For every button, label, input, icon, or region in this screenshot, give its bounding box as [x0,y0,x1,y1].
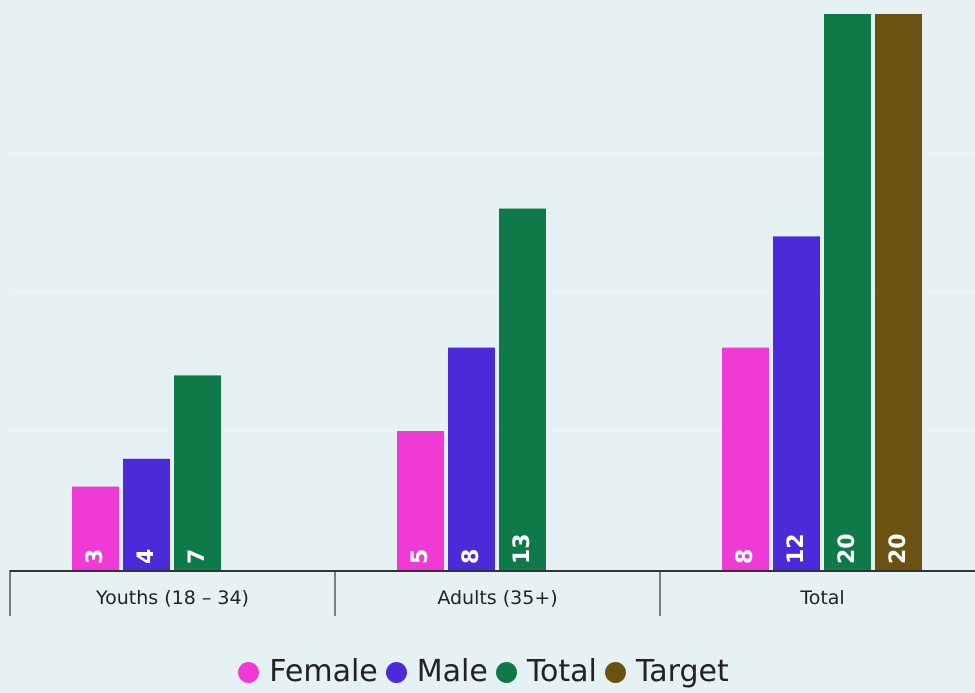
bar [397,431,444,570]
bar [824,14,871,570]
data-label: 5 [408,549,433,564]
bar [448,347,495,570]
bar [174,375,221,570]
legend-item: Male [385,652,488,692]
data-label: 13 [510,533,535,564]
legend-swatch [385,661,407,683]
bars [72,14,922,570]
bar [72,486,119,570]
legend-swatch [495,661,517,683]
legend-item: Female [238,652,378,692]
legend-label: Male [416,654,488,689]
data-label: 7 [185,549,210,564]
legend-label: Target [635,654,729,689]
data-label: 12 [784,533,809,564]
x-tick-label: Youths (18 – 34) [95,587,249,609]
x-tick-label: Adults (35+) [437,587,557,609]
legend: Female Male Total Target [0,652,975,692]
data-label: 8 [459,549,484,564]
data-label: 8 [733,549,758,564]
x-tick-label: Total [799,587,844,609]
legend-swatch [238,661,260,683]
bar [499,208,546,570]
legend-item: Target [604,652,729,692]
legend-swatch [604,661,626,683]
bar-chart: 3 4 7 5 8 13 8 12 20 20 Youths (18 – 34) Adults (3… [9,14,975,616]
bar [722,347,769,570]
bar [123,458,170,570]
x-axis: Youths (18 – 34) Adults (35+) Total [9,570,975,616]
data-label: 20 [835,533,860,564]
data-label: 3 [83,549,108,564]
legend-label: Total [526,654,597,689]
bar [875,14,922,570]
data-label: 20 [886,533,911,564]
legend-label: Female [269,654,378,689]
bar [773,236,820,570]
legend-item: Total [495,652,597,692]
data-labels: 3 4 7 5 8 13 8 12 20 20 [83,533,911,564]
data-label: 4 [134,549,159,564]
